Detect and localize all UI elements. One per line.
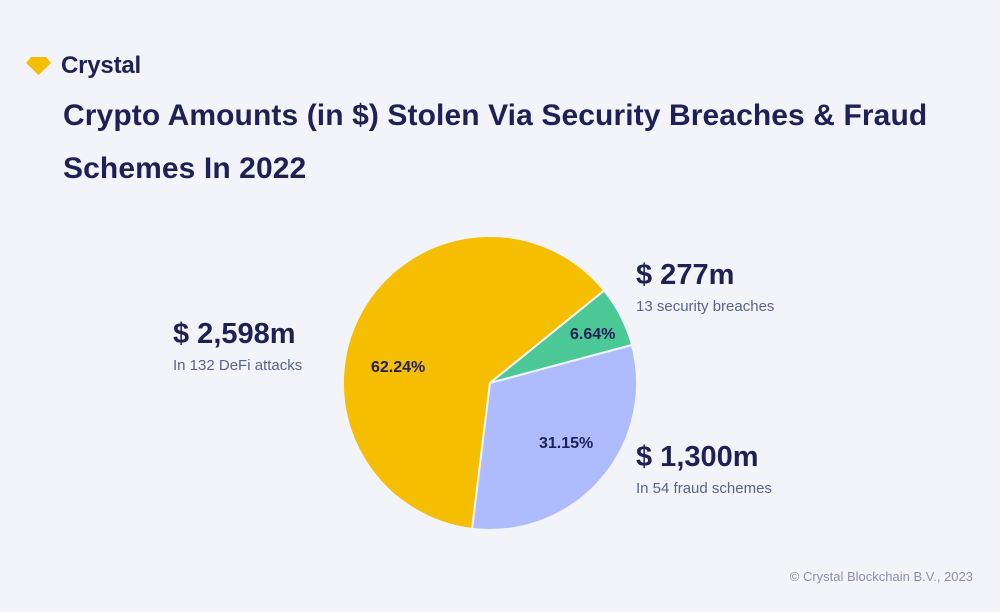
callout-description: In 54 fraud schemes	[636, 480, 772, 497]
slice-label-security: 6.64%	[570, 326, 616, 343]
callout-description: In 132 DeFi attacks	[173, 357, 303, 374]
diamond-icon	[26, 57, 51, 75]
copyright-footer: © Crystal Blockchain B.V., 2023	[789, 569, 973, 584]
callout-fraud: $ 1,300m In 54 fraud schemes	[636, 440, 772, 497]
chart-title: Crypto Amounts (in $) Stolen Via Securit…	[63, 99, 928, 185]
slice-label-defi: 62.24%	[371, 359, 426, 376]
brand-name: Crystal	[61, 52, 141, 79]
callout-security: $ 277m 13 security breaches	[636, 258, 774, 315]
slice-defi-attacks	[341, 234, 606, 530]
slice-fraud-schemes	[471, 344, 638, 531]
slice-label-fraud: 31.15%	[539, 435, 594, 452]
callout-amount: $ 1,300m	[636, 441, 759, 473]
brand-logo: Crystal	[26, 52, 141, 80]
callout-description: 13 security breaches	[636, 298, 775, 315]
callout-amount: $ 2,598m	[173, 318, 296, 350]
callout-defi: $ 2,598m In 132 DeFi attacks	[173, 317, 302, 374]
callout-amount: $ 277m	[636, 259, 735, 291]
